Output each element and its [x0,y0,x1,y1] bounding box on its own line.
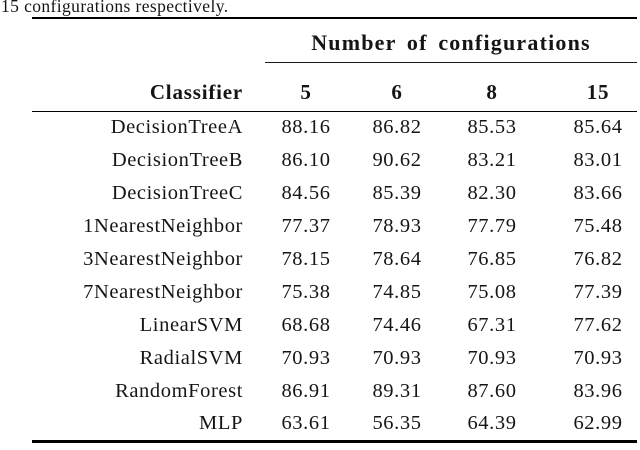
accuracy-value: 88.16 [281,116,331,139]
table-row: LinearSVM 68.68 74.46 67.31 77.62 [32,309,637,342]
classifier-name: LinearSVM [139,314,243,336]
accuracy-value: 78.15 [281,248,331,270]
accuracy-value: 83.66 [573,182,623,204]
accuracy-value: 86.10 [281,149,331,171]
accuracy-value: 68.68 [281,314,331,336]
accuracy-value: 74.85 [372,281,422,303]
accuracy-value: 70.93 [573,347,623,369]
table-row: 7NearestNeighbor 75.38 74.85 75.08 77.39 [32,276,637,309]
column-header-6: 6 [369,63,425,112]
accuracy-value: 70.93 [372,347,422,369]
group-header-row: Number of configurations [32,18,637,63]
table-row: DecisionTreeB 86.10 90.62 83.21 83.01 [32,144,637,177]
classifier-name: DecisionTreeC [111,182,243,204]
accuracy-value: 75.38 [281,281,331,303]
cmidrule: Number of configurations [265,19,637,63]
table-row: MLP 63.61 56.35 64.39 62.99 [32,408,637,441]
accuracy-value: 63.61 [281,412,331,435]
table-row: 3NearestNeighbor 78.15 78.64 76.85 76.82 [32,243,637,276]
accuracy-value: 78.93 [372,215,422,237]
accuracy-value: 89.31 [372,380,422,402]
classifier-name: DecisionTreeB [111,149,243,171]
accuracy-value: 85.64 [573,116,623,139]
table-row: RadialSVM 70.93 70.93 70.93 70.93 [32,342,637,375]
accuracy-value: 56.35 [372,412,422,435]
accuracy-value: 77.37 [281,215,331,237]
classifier-name: DecisionTreeA [110,116,243,139]
accuracy-value: 85.53 [467,116,517,139]
classifier-name: 1NearestNeighbor [83,215,243,237]
accuracy-value: 84.56 [281,182,331,204]
accuracy-value: 77.79 [467,215,517,237]
column-header-8: 8 [425,63,559,112]
classifier-name: MLP [199,412,243,435]
accuracy-value: 85.39 [372,182,422,204]
accuracy-value: 83.96 [573,380,623,402]
accuracy-value: 67.31 [467,314,517,336]
stub-corner-cell [32,18,243,63]
accuracy-value: 75.48 [573,215,623,237]
classifier-name: 3NearestNeighbor [83,248,243,270]
accuracy-value: 70.93 [281,347,331,369]
column-header-15: 15 [559,63,637,112]
accuracy-value: 82.30 [467,182,517,204]
accuracy-value: 86.91 [281,380,331,402]
accuracy-value: 76.85 [467,248,517,270]
classifier-name: RadialSVM [139,347,243,369]
column-header-5: 5 [243,63,369,112]
classifier-column-header: Classifier [32,63,243,112]
accuracy-value: 75.08 [467,281,517,303]
accuracy-value: 62.99 [573,412,623,435]
accuracy-value: 90.62 [372,149,422,171]
column-group-header-cell: Number of configurations [243,18,637,63]
accuracy-value: 77.39 [573,281,623,303]
accuracy-value: 70.93 [467,347,517,369]
classifier-name: RandomForest [115,380,243,402]
column-group-header: Number of configurations [311,30,591,55]
accuracy-value: 83.01 [573,149,623,171]
results-table: Number of configurations Classifier 5 6 … [32,17,637,443]
accuracy-value: 78.64 [372,248,422,270]
accuracy-value: 83.21 [467,149,517,171]
accuracy-value: 77.62 [573,314,623,336]
accuracy-value: 87.60 [467,380,517,402]
accuracy-value: 64.39 [467,412,517,435]
accuracy-value: 76.82 [573,248,623,270]
table-row: DecisionTreeC 84.56 85.39 82.30 83.66 [32,177,637,210]
column-header-row: Classifier 5 6 8 15 [32,63,637,112]
table-row: RandomForest 86.91 89.31 87.60 83.96 [32,375,637,408]
accuracy-value: 74.46 [372,314,422,336]
table-row: 1NearestNeighbor 77.37 78.93 77.79 75.48 [32,210,637,243]
classifier-name: 7NearestNeighbor [83,281,243,303]
table-row: DecisionTreeA 88.16 86.82 85.53 85.64 [32,111,637,144]
caption-text: 15 configurations respectively. [1,0,229,16]
accuracy-value: 86.82 [372,116,422,139]
